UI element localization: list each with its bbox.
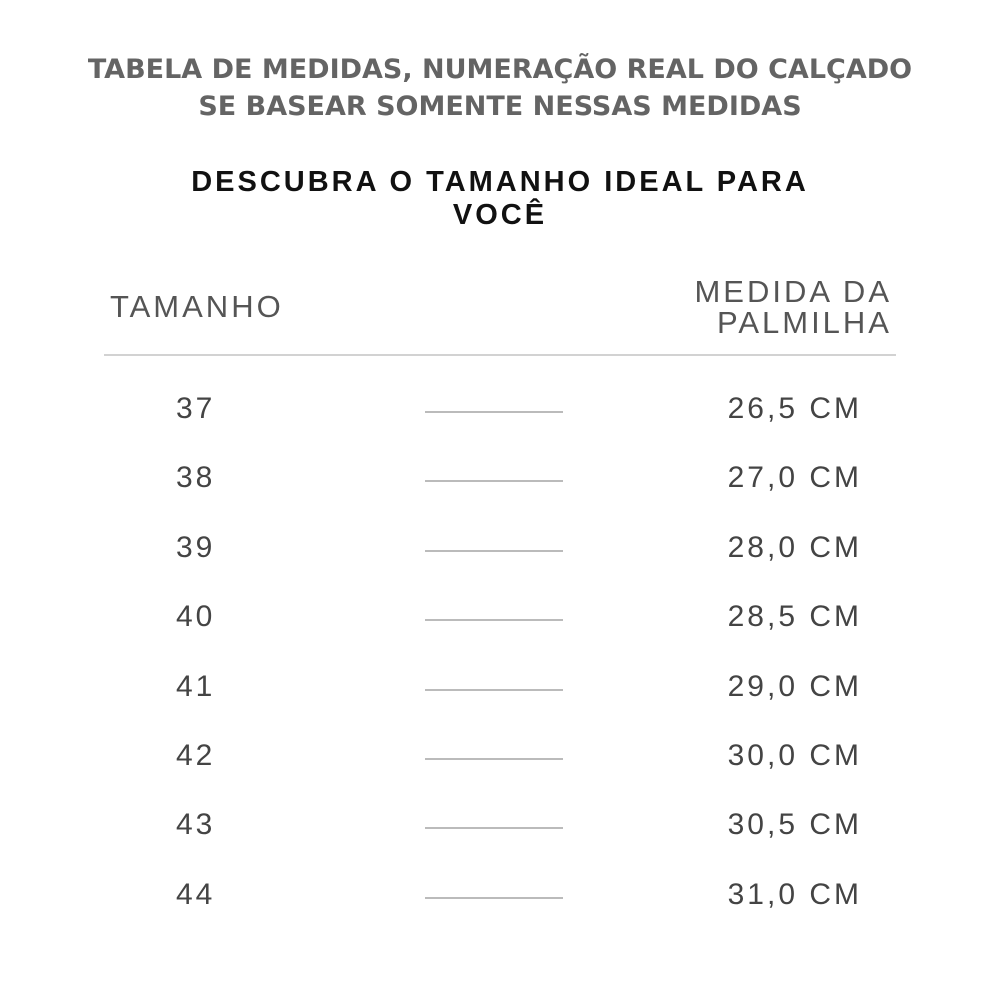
size-cell: 40	[176, 600, 216, 634]
size-cell: 42	[176, 739, 216, 772]
measure-cell: 31,0 CM	[727, 877, 862, 911]
header-divider	[104, 354, 896, 356]
row-dash-line	[425, 480, 563, 483]
measure-cell: 28,5 CM	[727, 600, 862, 634]
size-cell: 41	[176, 669, 216, 703]
table-row: 43 30,5 CM	[0, 808, 1000, 848]
row-dash-line	[425, 896, 563, 899]
measure-cell: 30,0 CM	[727, 739, 862, 772]
measure-cell: 27,0 CM	[727, 461, 862, 495]
measure-cell: 26,5 CM	[727, 392, 862, 425]
size-cell: 44	[176, 877, 216, 911]
row-dash-line	[425, 758, 563, 760]
title-line-1: DESCUBRA O TAMANHO IDEAL PARA	[191, 166, 809, 198]
table-row: 38 27,0 CM	[0, 461, 1000, 501]
row-dash-line	[425, 549, 563, 552]
measure-cell: 28,0 CM	[727, 530, 862, 564]
size-cell: 37	[176, 392, 216, 425]
measure-cell: 29,0 CM	[727, 669, 862, 703]
table-row: 42 30,0 CM	[0, 739, 1000, 779]
size-cell: 38	[176, 461, 216, 495]
header-size: TAMANHO	[110, 289, 284, 324]
table-row: 39 28,0 CM	[0, 531, 1000, 571]
table-row: 37 26,5 CM	[0, 392, 1000, 432]
table-row: 40 28,5 CM	[0, 600, 1000, 640]
row-dash-line	[425, 688, 563, 691]
measure-cell: 30,5 CM	[727, 808, 862, 842]
size-cell: 39	[176, 530, 216, 564]
row-dash-line	[425, 827, 563, 830]
header-measure-line-2: PALMILHA	[716, 305, 892, 340]
size-cell: 43	[176, 808, 216, 842]
header-measure-line-1: MEDIDA DA	[694, 274, 892, 309]
title-line-2: VOCÊ	[452, 199, 548, 231]
row-dash-line	[425, 411, 563, 413]
table-row: 41 29,0 CM	[0, 670, 1000, 710]
row-dash-line	[425, 619, 563, 622]
header-measure: MEDIDA DA PALMILHA	[694, 276, 892, 338]
notice-line-2: SE BASEAR SOMENTE NESSAS MEDIDAS	[198, 91, 802, 122]
notice-line-1: TABELA DE MEDIDAS, NUMERAÇÃO REAL DO CAL…	[87, 54, 913, 85]
table-row: 44 31,0 CM	[0, 878, 1000, 918]
